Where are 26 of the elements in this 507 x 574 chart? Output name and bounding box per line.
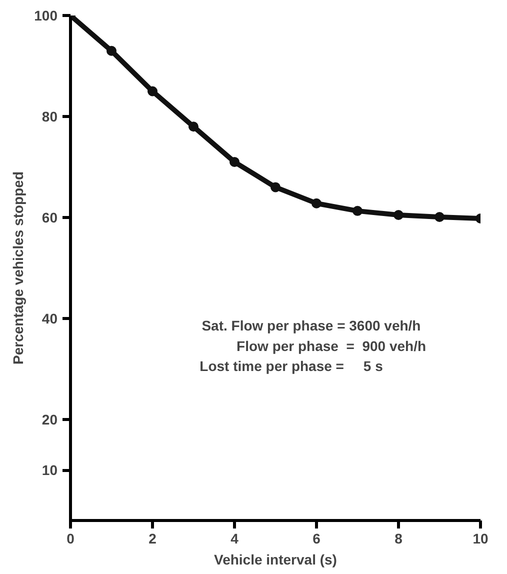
x-axis-title: Vehicle interval (s) [214, 552, 337, 568]
y-tick-label: 20 [42, 412, 58, 428]
x-tick-label: 2 [148, 530, 157, 546]
y-tick-label: 80 [42, 108, 58, 124]
point [352, 206, 362, 216]
x-tick-label: 10 [472, 530, 488, 546]
y-tick-label: 40 [42, 310, 58, 326]
x-tick-label: 8 [394, 530, 403, 546]
point [312, 198, 322, 208]
annotation: Lost time per phase = 5 s [200, 358, 384, 374]
point [394, 210, 404, 220]
point [148, 86, 158, 96]
x-tick-label: 4 [230, 530, 239, 546]
point [230, 156, 240, 167]
y-axis-title: Percentage vehicles stopped [10, 172, 26, 364]
point [106, 46, 116, 56]
annotation: Flow per phase = 900 veh/h [236, 338, 426, 354]
y-tick-label: 10 [42, 462, 58, 478]
y-tick-label: 100 [34, 8, 58, 24]
point [434, 212, 444, 222]
x-tick-label: 6 [312, 530, 321, 546]
annotation: Sat. Flow per phase = 3600 veh/h [202, 318, 421, 334]
y-tick-label: 60 [42, 210, 58, 226]
x-tick-label: 0 [66, 530, 75, 546]
point [270, 182, 280, 192]
point [188, 122, 198, 132]
